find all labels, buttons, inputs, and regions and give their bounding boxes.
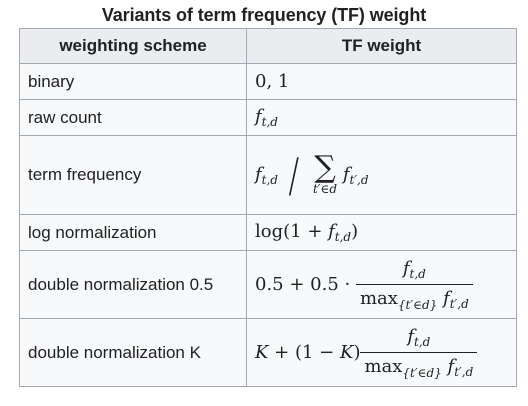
f-symbol: f	[342, 164, 350, 185]
table-row: log normalization log(1 + ft,d)	[19, 214, 517, 251]
f-symbol: f	[407, 325, 415, 347]
fraction: ft,d max{t′∈d} ft′,d	[360, 325, 478, 380]
fraction-numerator: ft,d	[355, 257, 473, 285]
f-subscript: t,d	[261, 173, 278, 187]
fraction: ft,d max{t′∈d} ft′,d	[355, 257, 473, 312]
f-symbol: f	[402, 257, 410, 279]
table-caption: Variants of term frequency (TF) weight	[101, 5, 427, 25]
sum-index: t′∈d	[312, 182, 338, 196]
k-symbol: K	[255, 341, 269, 363]
fraction-numerator: ft,d	[360, 325, 478, 353]
max-function: max	[364, 355, 403, 377]
f-symbol: f	[255, 106, 262, 127]
formula-cell: K + (1 − K) ft,d max{t′∈d} ft′,d	[246, 318, 517, 387]
log-open: (1 +	[283, 221, 329, 242]
formula-cell: log(1 + ft,d)	[246, 214, 517, 251]
division-slash: /	[288, 148, 299, 202]
header-tf-weight: TF weight	[246, 28, 517, 64]
scheme-cell: raw count	[19, 99, 247, 136]
tf-weight-table: weighting scheme TF weight binary 0, 1 r…	[19, 28, 517, 387]
formula-cell: ft,d / ∑ t′∈d ft′,d	[246, 135, 517, 215]
summation: ∑ t′∈d	[312, 150, 338, 197]
formula-cell: ft,d	[246, 99, 517, 136]
f-symbol: f	[447, 355, 455, 377]
max-subscript: {t′∈d}	[397, 297, 438, 312]
f-symbol: f	[443, 287, 450, 309]
max-function: max	[359, 287, 398, 309]
scheme-cell: term frequency	[19, 135, 247, 215]
table-row: double normalization K K + (1 − K) ft,d …	[19, 318, 517, 387]
fraction-denominator: max{t′∈d} ft′,d	[356, 285, 473, 312]
k-symbol: K	[339, 341, 354, 363]
max-subscript: {t′∈d}	[402, 365, 442, 380]
f-subscript: t′,d	[349, 173, 369, 187]
f-symbol: f	[255, 164, 262, 185]
f-subscript: t′,d	[449, 296, 469, 311]
scheme-cell: binary	[19, 63, 247, 100]
k-mid: + (1 −	[268, 341, 340, 363]
header-weighting-scheme: weighting scheme	[19, 28, 247, 64]
scheme-cell: double normalization K	[19, 318, 247, 387]
log-close: )	[351, 221, 359, 242]
table-row: binary 0, 1	[19, 63, 517, 100]
f-subscript: t,d	[261, 115, 278, 129]
sum-symbol: ∑	[314, 150, 336, 185]
table-row: double normalization 0.5 0.5 + 0.5 · ft,…	[19, 250, 517, 319]
scheme-cell: log normalization	[19, 214, 247, 251]
fraction-denominator: max{t′∈d} ft′,d	[360, 353, 477, 380]
header-row: weighting scheme TF weight	[19, 28, 517, 64]
formula-cell: 0, 1	[246, 63, 517, 100]
k-close: )	[353, 341, 361, 363]
scheme-cell: double normalization 0.5	[19, 250, 247, 319]
table-row: raw count ft,d	[19, 99, 517, 136]
table-row: term frequency ft,d / ∑ t′∈d ft′,d	[19, 135, 517, 215]
f-subscript: t,d	[334, 230, 352, 244]
f-subscript: t′,d	[454, 364, 474, 379]
formula-cell: 0.5 + 0.5 · ft,d max{t′∈d} ft′,d	[246, 250, 517, 319]
f-symbol: f	[328, 221, 335, 242]
f-subscript: t,d	[409, 266, 426, 281]
log-function: log	[255, 221, 284, 242]
binary-formula: 0, 1	[255, 71, 290, 92]
half-prefix: 0.5 + 0.5 ·	[255, 273, 356, 295]
f-subscript: t,d	[414, 334, 431, 349]
